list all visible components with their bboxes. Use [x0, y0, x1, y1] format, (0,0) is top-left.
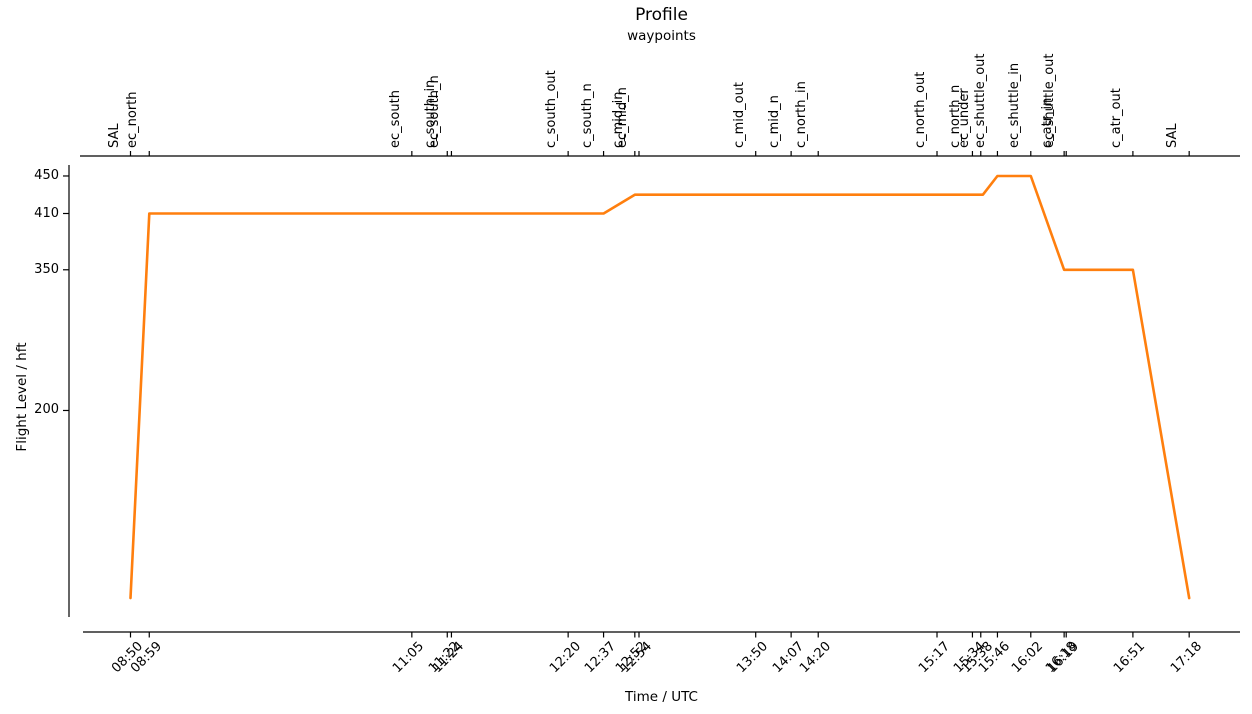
waypoint-label-text: ec_south [387, 90, 403, 148]
waypoint-label-text: SAL [106, 123, 122, 148]
x-axis-label: Time / UTC [625, 689, 698, 705]
chart-subtitle: waypoints [627, 28, 696, 44]
waypoint-label-text: ec_under [956, 88, 972, 148]
waypoint-label-text: c_north_in [794, 81, 810, 148]
waypoint-label-text: ec_north [125, 91, 141, 148]
waypoint-label-text: ec_shuttle_in [1006, 62, 1022, 148]
waypoint-label-text: c_north_out [913, 71, 928, 148]
waypoint-label-text: ec_shuttle_out [973, 53, 989, 149]
waypoint-label-text: ec_shuttle_out [1042, 53, 1058, 149]
waypoint-label-text: c_south_n [579, 83, 595, 148]
waypoint-label-text: SAL [1165, 123, 1181, 148]
flight-profile-line [129, 174, 1191, 600]
chart-title: Profile [635, 5, 688, 25]
waypoint-label-text: c_atr_out [1108, 88, 1124, 148]
waypoint-label-text: c_mid_n [767, 95, 783, 148]
waypoint-label-text: ec_south_n [427, 75, 443, 148]
waypoint-label-text: ec_mid_n [614, 87, 630, 148]
y-tick-label-text: 410 [34, 205, 59, 221]
y-tick-label-text: 450 [34, 167, 59, 183]
waypoint-label-text: c_mid_out [731, 82, 747, 148]
y-tick-label-text: 350 [34, 261, 59, 277]
y-tick-label-text: 200 [34, 402, 59, 418]
waypoint-label-text: c_south_out [544, 70, 560, 148]
y-axis-label: Flight Level / hft [14, 342, 30, 452]
